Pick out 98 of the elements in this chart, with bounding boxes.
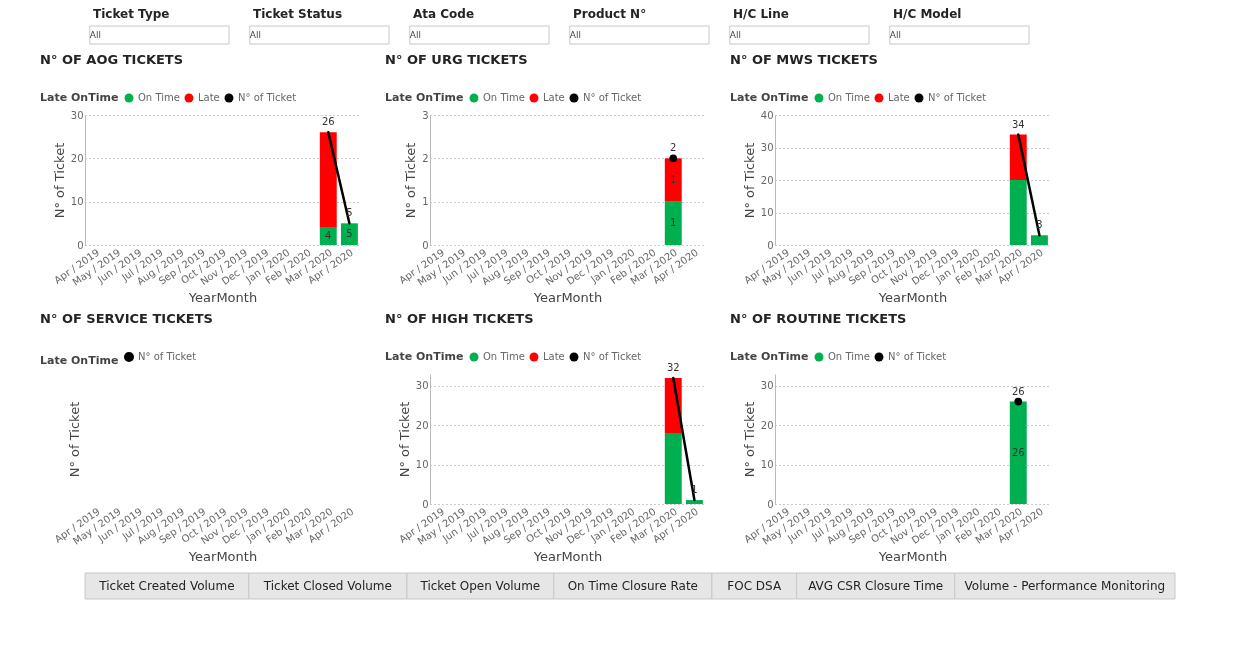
data-label: 1 (670, 217, 677, 229)
category-label: Ticket Created Volume (98, 579, 235, 593)
bar (664, 433, 682, 504)
y-tick-label: 20 (415, 419, 429, 431)
y-axis-title: N° of Ticket (396, 401, 412, 478)
bar (1030, 235, 1048, 245)
category-label: Ticket Closed Volume (262, 579, 392, 593)
legend-label: N° of Ticket (583, 351, 642, 362)
category-label: FOC DSA (727, 579, 782, 593)
text: All (569, 30, 581, 40)
data-label: 32 (666, 361, 680, 373)
x-axis-title: YearMonth (532, 289, 603, 305)
x-axis-title: YearMonth (877, 548, 948, 564)
y-tick-label: 40 (760, 109, 774, 121)
y-axis-title: N° of Ticket (741, 401, 757, 478)
legend-title: Late OnTime (730, 350, 809, 363)
legend-label: On Time (138, 92, 180, 103)
text: All (729, 30, 741, 40)
legend-label: Late (543, 92, 565, 103)
legend-label: Late (543, 351, 565, 362)
legend-label: N° of Ticket (928, 92, 987, 103)
category-label: Ticket Type (93, 7, 170, 21)
legend-title: Late OnTime (40, 91, 119, 104)
chart-title: N° OF ROUTINE TICKETS (730, 311, 907, 326)
y-tick-label: 30 (760, 380, 774, 392)
x-axis-title: YearMonth (532, 548, 603, 564)
text: N° OF SERVICE TICKETS (40, 311, 213, 326)
chart-title: N° OF URG TICKETS (385, 52, 528, 67)
text: N° of Ticket (66, 401, 82, 478)
y-axis-title: N° of Ticket (741, 142, 757, 219)
legend-label: On Time (483, 92, 525, 103)
text: All (889, 30, 901, 40)
legend-label: N° of Ticket (138, 351, 197, 362)
y-tick-label: 1 (422, 196, 429, 208)
text: YearMonth (187, 548, 258, 564)
legend-title: Late OnTime (40, 354, 119, 367)
category-label: H/C Line (733, 7, 789, 21)
y-tick-label: 10 (415, 459, 429, 471)
y-tick-label: 0 (422, 498, 429, 510)
bar (319, 132, 337, 228)
data-label: 1 (691, 484, 698, 496)
chart-title: N° OF AOG TICKETS (40, 52, 184, 67)
legend-label: On Time (828, 92, 870, 103)
category-label: Ticket Status (253, 7, 343, 21)
y-tick-label: 3 (422, 109, 429, 121)
chart-title: N° OF HIGH TICKETS (385, 311, 534, 326)
data-label: 34 (1011, 118, 1025, 130)
legend-title: Late OnTime (385, 91, 464, 104)
y-tick-label: 20 (760, 174, 774, 186)
y-tick-label: 30 (760, 142, 774, 153)
y-tick-label: 10 (760, 207, 774, 218)
y-tick-label: 10 (760, 459, 774, 471)
data-label: 26 (1011, 385, 1025, 397)
y-tick-label: 10 (70, 196, 84, 208)
y-tick-label: 0 (767, 498, 774, 510)
data-label: 4 (325, 230, 332, 242)
y-tick-label: 2 (422, 152, 429, 164)
text: All (249, 30, 261, 40)
legend-label: N° of Ticket (583, 92, 642, 103)
data-label: 2 (670, 142, 677, 154)
data-label: 3 (1036, 219, 1043, 231)
legend-label: On Time (483, 351, 525, 362)
y-tick-label: 30 (415, 380, 429, 392)
category-label: On Time Closure Rate (567, 579, 698, 593)
bar (340, 223, 358, 245)
text: All (409, 30, 421, 40)
y-tick-label: 0 (767, 239, 774, 251)
category-label: Volume - Performance Monitoring (964, 579, 1166, 593)
legend-label: N° of Ticket (238, 92, 297, 103)
category-label: Ticket Open Volume (419, 579, 541, 593)
legend-label: On Time (828, 351, 870, 362)
y-tick-label: 0 (422, 239, 429, 251)
legend-title: Late OnTime (730, 91, 809, 104)
data-label: 26 (1011, 446, 1025, 458)
legend-title: Late OnTime (385, 350, 464, 363)
data-label: 26 (321, 116, 335, 128)
category-label: Product N° (573, 7, 647, 21)
y-axis-title: N° of Ticket (51, 142, 67, 219)
data-label: 5 (346, 207, 353, 219)
chart-title: N° OF MWS TICKETS (730, 52, 878, 67)
legend-label: N° of Ticket (888, 351, 947, 362)
legend-label: Late (198, 92, 220, 103)
y-tick-label: 0 (77, 239, 84, 251)
legend-label: Late (888, 92, 910, 103)
text: All (89, 30, 101, 40)
bar (685, 500, 703, 504)
bar (1009, 180, 1027, 245)
x-axis-title: YearMonth (187, 289, 258, 305)
category-label: H/C Model (893, 7, 962, 21)
y-axis-title: N° of Ticket (403, 142, 419, 219)
y-tick-label: 20 (760, 419, 774, 431)
data-label: 5 (346, 228, 353, 240)
y-tick-label: 20 (70, 152, 84, 164)
data-label: 1 (670, 174, 677, 185)
category-label: AVG CSR Closure Time (808, 579, 944, 593)
category-label: Ata Code (413, 7, 475, 21)
x-axis-title: YearMonth (877, 289, 948, 305)
y-tick-label: 30 (70, 109, 84, 121)
